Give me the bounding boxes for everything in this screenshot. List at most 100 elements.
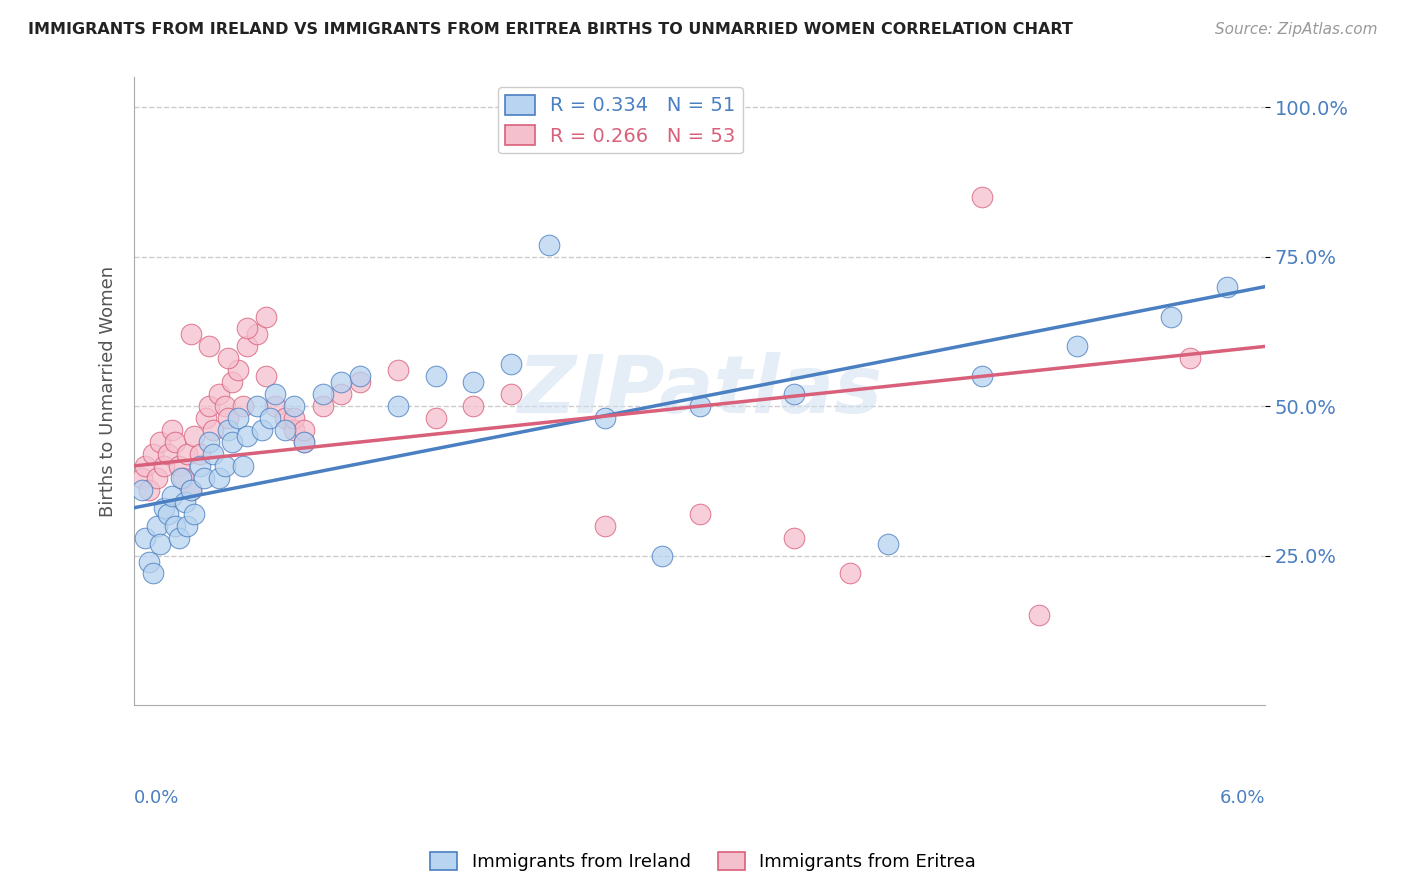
Point bbox=[595, 518, 617, 533]
Point bbox=[208, 471, 231, 485]
Point bbox=[1160, 310, 1182, 324]
Point bbox=[783, 387, 806, 401]
Point bbox=[595, 411, 617, 425]
Point bbox=[156, 447, 179, 461]
Text: IMMIGRANTS FROM IRELAND VS IMMIGRANTS FROM ERITREA BIRTHS TO UNMARRIED WOMEN COR: IMMIGRANTS FROM IRELAND VS IMMIGRANTS FR… bbox=[28, 22, 1073, 37]
Point bbox=[172, 471, 194, 485]
Point bbox=[180, 483, 202, 497]
Point bbox=[176, 447, 198, 461]
Point bbox=[160, 489, 183, 503]
Point bbox=[217, 411, 239, 425]
Point bbox=[1028, 608, 1050, 623]
Point bbox=[1066, 339, 1088, 353]
Point bbox=[226, 363, 249, 377]
Point bbox=[387, 363, 409, 377]
Point bbox=[198, 399, 221, 413]
Point bbox=[153, 500, 176, 515]
Point bbox=[264, 387, 287, 401]
Point bbox=[349, 376, 371, 390]
Point bbox=[198, 435, 221, 450]
Point bbox=[425, 369, 447, 384]
Point bbox=[877, 536, 900, 550]
Point bbox=[349, 369, 371, 384]
Point bbox=[174, 495, 197, 509]
Point bbox=[153, 458, 176, 473]
Point bbox=[283, 423, 305, 437]
Point bbox=[226, 411, 249, 425]
Point bbox=[972, 369, 994, 384]
Point bbox=[221, 376, 243, 390]
Point bbox=[180, 483, 202, 497]
Point bbox=[165, 518, 187, 533]
Point bbox=[183, 507, 205, 521]
Point bbox=[134, 531, 156, 545]
Point bbox=[208, 387, 231, 401]
Point bbox=[142, 566, 165, 581]
Point bbox=[188, 447, 211, 461]
Point bbox=[259, 411, 281, 425]
Point bbox=[245, 399, 267, 413]
Point bbox=[202, 423, 225, 437]
Point bbox=[138, 555, 160, 569]
Point bbox=[214, 458, 236, 473]
Point bbox=[149, 435, 172, 450]
Point bbox=[283, 411, 305, 425]
Text: 6.0%: 6.0% bbox=[1219, 789, 1265, 806]
Y-axis label: Births to Unmarried Women: Births to Unmarried Women bbox=[100, 266, 117, 516]
Point bbox=[193, 471, 215, 485]
Point bbox=[232, 399, 254, 413]
Point bbox=[311, 387, 333, 401]
Point bbox=[499, 387, 522, 401]
Point bbox=[537, 237, 560, 252]
Point bbox=[783, 531, 806, 545]
Point bbox=[651, 549, 673, 563]
Point bbox=[149, 536, 172, 550]
Text: Source: ZipAtlas.com: Source: ZipAtlas.com bbox=[1215, 22, 1378, 37]
Point bbox=[499, 357, 522, 371]
Point bbox=[972, 190, 994, 204]
Point bbox=[232, 458, 254, 473]
Point bbox=[292, 435, 315, 450]
Point bbox=[283, 399, 305, 413]
Point bbox=[236, 321, 259, 335]
Point bbox=[463, 399, 485, 413]
Point bbox=[176, 518, 198, 533]
Text: ZIPatlas: ZIPatlas bbox=[517, 352, 882, 430]
Point bbox=[156, 507, 179, 521]
Point bbox=[131, 471, 153, 485]
Point bbox=[142, 447, 165, 461]
Point bbox=[160, 423, 183, 437]
Point bbox=[214, 399, 236, 413]
Point bbox=[292, 435, 315, 450]
Point bbox=[236, 429, 259, 443]
Point bbox=[311, 399, 333, 413]
Point bbox=[330, 387, 353, 401]
Point bbox=[180, 327, 202, 342]
Point bbox=[274, 423, 297, 437]
Point bbox=[387, 399, 409, 413]
Point bbox=[1178, 351, 1201, 366]
Point bbox=[194, 411, 217, 425]
Point bbox=[202, 447, 225, 461]
Point bbox=[169, 531, 191, 545]
Legend: Immigrants from Ireland, Immigrants from Eritrea: Immigrants from Ireland, Immigrants from… bbox=[423, 845, 983, 879]
Point bbox=[274, 411, 297, 425]
Point bbox=[330, 376, 353, 390]
Point bbox=[245, 327, 267, 342]
Point bbox=[217, 423, 239, 437]
Point bbox=[264, 399, 287, 413]
Point bbox=[250, 423, 273, 437]
Point bbox=[463, 376, 485, 390]
Point bbox=[183, 429, 205, 443]
Point bbox=[689, 399, 711, 413]
Point bbox=[292, 423, 315, 437]
Point bbox=[221, 435, 243, 450]
Point bbox=[165, 435, 187, 450]
Point bbox=[425, 411, 447, 425]
Text: 0.0%: 0.0% bbox=[134, 789, 180, 806]
Point bbox=[1216, 279, 1239, 293]
Point bbox=[839, 566, 862, 581]
Point bbox=[145, 518, 167, 533]
Point bbox=[188, 458, 211, 473]
Point bbox=[254, 310, 277, 324]
